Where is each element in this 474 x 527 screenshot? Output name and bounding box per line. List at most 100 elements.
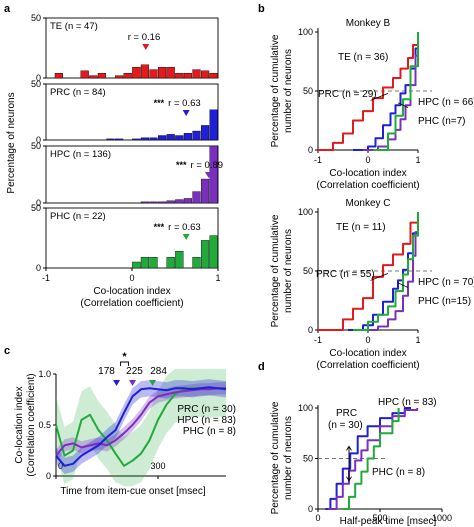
r-value-te: r = 0.16	[128, 32, 160, 43]
bar-prc-8	[114, 138, 124, 141]
legend-label-c-hpc: HPC (n = 83)	[177, 415, 236, 426]
bar-hpc-12	[149, 201, 158, 204]
bar-te-6	[97, 72, 106, 79]
subplot-title-b2: Monkey C	[345, 198, 390, 209]
x-axis-label-c: Time from item-cue onset [msec]	[60, 486, 205, 497]
arrow-b1-1	[370, 92, 389, 101]
r-marker-prc	[182, 110, 190, 116]
panel-label-c: c	[4, 345, 10, 357]
cdf-line-b2-hpc	[358, 212, 419, 331]
x-axis-label-b1: Co-location index	[329, 168, 406, 179]
bar-hpc-18	[200, 178, 210, 204]
bar-phc-19	[209, 235, 218, 269]
series-label2-d-prc: (n = 30)	[328, 420, 363, 431]
bar-te-13	[157, 66, 167, 79]
bar-hpc-17	[192, 191, 201, 204]
histogram-frame-prc	[45, 83, 219, 141]
y-tick-label-d-0: 0	[308, 504, 313, 514]
y-tick-label-b1-0: 0	[308, 145, 313, 155]
x-tick-label-c-0: 0	[58, 461, 63, 471]
y-tick-label-hpc-0: 0	[36, 198, 41, 208]
bar-prc-16	[183, 133, 193, 141]
x-tick-label-c-1: 300	[150, 461, 165, 471]
bar-te-15	[175, 72, 184, 79]
legend-label-c-phc: PHC (n = 8)	[183, 426, 236, 437]
x-axis-label2-b1: (Correlation coefficient)	[316, 180, 419, 191]
half-peak-marker-phc	[149, 380, 157, 386]
bar-phc-17	[192, 257, 201, 269]
bar-prc-19	[209, 109, 218, 141]
legend-label-c-prc: PRC (n = 30)	[177, 404, 236, 415]
series-label-hpc: HPC (n = 136)	[50, 149, 111, 160]
series-label-b1-te: TE (n = 36)	[338, 52, 388, 63]
y-tick-label-b1-1: 50	[303, 86, 313, 96]
significance-bracket	[120, 361, 129, 366]
x-axis-label-a: Co-location index	[93, 286, 170, 297]
y-tick-label-b2-2: 100	[298, 207, 313, 217]
x-tick-label-a-1: 0	[129, 273, 134, 283]
series-label-b2-hpc: HPC (n = 70)	[418, 277, 474, 288]
panel-label-d: d	[258, 361, 265, 373]
y-axis-label-c: Co-location index	[14, 386, 25, 463]
bar-te-8	[114, 75, 124, 79]
x-tick-label-b2-0: -1	[314, 335, 322, 345]
bar-prc-17	[192, 130, 201, 141]
cdf-line-d-hpc	[327, 408, 419, 510]
y-tick-label-b2-0: 0	[308, 325, 313, 335]
bar-phc-12	[149, 257, 158, 269]
y-axis-label2-b2: number of neurons	[283, 229, 294, 313]
confidence-band-phc	[56, 368, 226, 487]
x-tick-label-b1-2: 1	[415, 155, 420, 165]
series-label-phc: PHC (n = 22)	[50, 211, 106, 222]
half-peak-label-prc: 178	[98, 366, 115, 377]
x-tick-label-d-2: 1000	[432, 513, 452, 523]
y-tick-label-c-0: 0	[46, 471, 51, 481]
panel-label-b: b	[258, 3, 265, 15]
y-tick-label-phc-50: 50	[31, 203, 41, 213]
time-course-line-prc	[55, 386, 227, 467]
arrow-b1-2	[397, 102, 409, 108]
bar-hpc-11	[140, 201, 149, 204]
series-label-b2-prc: PRC (n = 55)	[316, 269, 375, 280]
bar-phc-11	[140, 257, 149, 269]
bar-hpc-19	[209, 145, 218, 204]
y-tick-label-d-1: 50	[303, 454, 313, 464]
bar-phc-10	[132, 261, 141, 269]
x-tick-label-b2-2: 1	[415, 335, 420, 345]
bar-hpc-14	[166, 200, 175, 204]
r-value-phc: r = 0.63	[168, 222, 200, 233]
bar-prc-18	[200, 125, 210, 141]
y-axis-label-a: Percentage of neurons	[6, 92, 17, 193]
histogram-frame-te	[45, 17, 219, 79]
y-tick-label-c-2: 1.0	[38, 369, 51, 379]
series-label-b2-te: TE (n = 11)	[336, 222, 386, 233]
series-label-b1-hpc: HPC (n = 66)	[418, 97, 474, 108]
bar-prc-12	[149, 137, 158, 141]
cdf-line-b1-hpc	[363, 32, 419, 151]
series-label-te: TE (n = 47)	[50, 21, 98, 32]
bar-prc-11	[140, 137, 149, 141]
significance-hpc: ***	[176, 160, 187, 170]
bar-phc-18	[200, 240, 210, 269]
bar-hpc-16	[183, 198, 193, 204]
bar-te-4	[80, 70, 89, 79]
r-marker-te	[142, 44, 150, 50]
x-axis-label-d: Half-peak time [msec]	[340, 516, 437, 527]
y-tick-label-b1-2: 100	[298, 27, 313, 37]
y-axis-label-b2: Percentage of cumulative	[270, 214, 281, 327]
bar-te-17	[192, 69, 201, 79]
y-tick-label-phc-0: 0	[36, 263, 41, 273]
arrow-b2-2	[397, 282, 409, 288]
cdf-line-b2-te	[318, 212, 419, 331]
half-peak-label-phc: 284	[150, 366, 167, 377]
y-tick-label-te-50: 50	[31, 13, 41, 23]
bar-te-18	[200, 70, 210, 79]
x-tick-label-d-1: 500	[372, 513, 387, 523]
bar-te-9	[123, 72, 132, 79]
bar-prc-10	[132, 138, 141, 141]
half-peak-marker-hpc	[129, 380, 136, 386]
r-marker-hpc	[205, 172, 213, 178]
bar-te-1	[54, 72, 64, 79]
series-label-b1-prc: PRC (n = 29)	[318, 89, 377, 100]
